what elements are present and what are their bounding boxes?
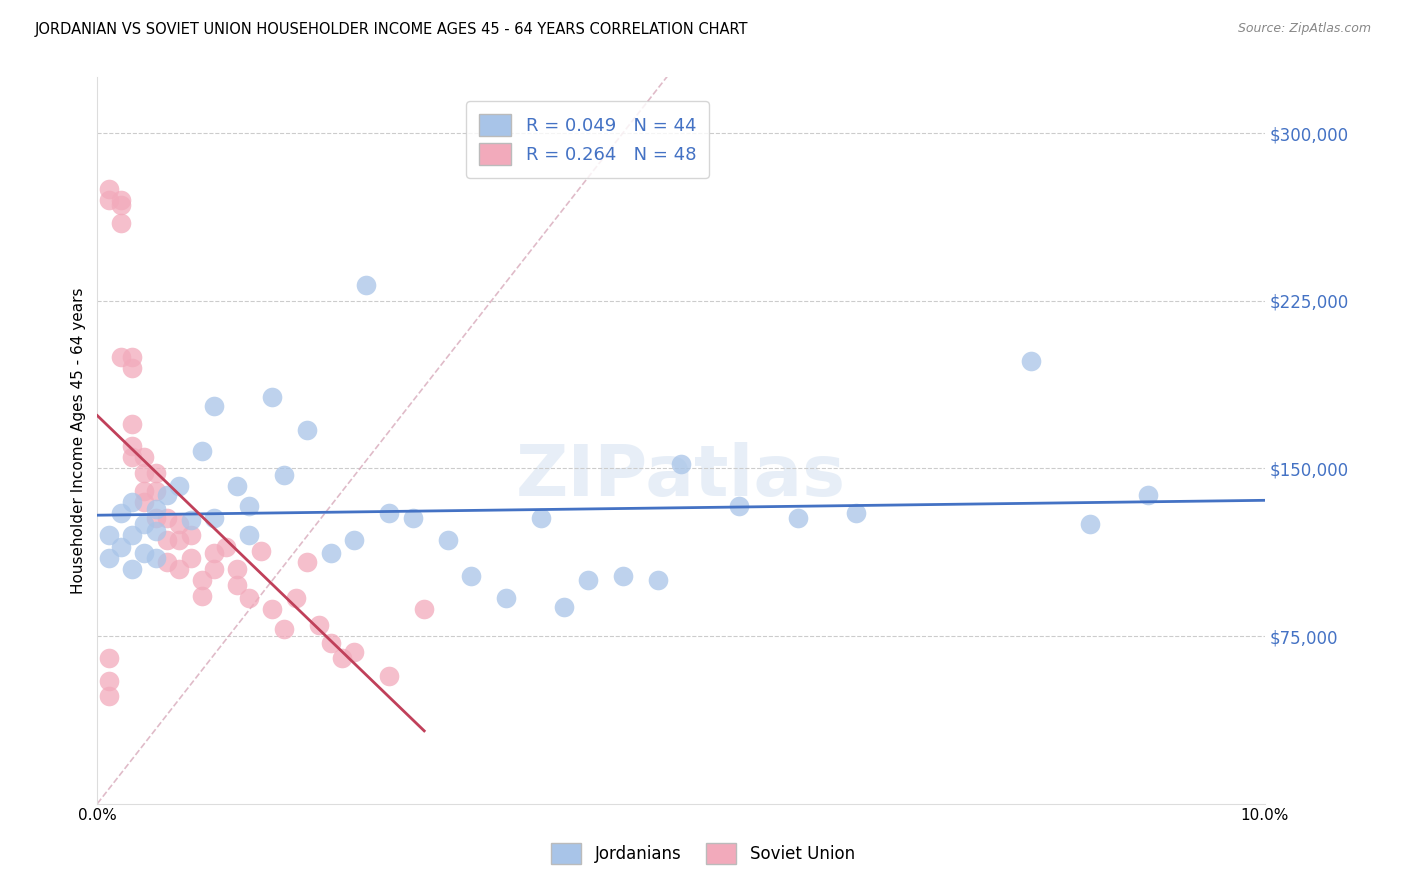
Point (156, 488, 179, 502)
Point (343, 533, 366, 547)
Point (156, 533, 179, 547)
Point (308, 618, 330, 632)
Point (413, 602, 436, 616)
Point (180, 550, 202, 565)
Point (145, 483, 167, 498)
Point (612, 568, 634, 582)
Point (98, 651, 121, 665)
Point (145, 524, 167, 538)
Point (202, 562, 225, 576)
Point (1019, 354, 1042, 368)
Point (226, 479, 249, 493)
Point (226, 562, 249, 576)
Point (576, 573, 599, 587)
Point (145, 466, 167, 480)
Point (728, 500, 751, 514)
Point (110, 506, 132, 520)
Point (167, 562, 190, 576)
Point (202, 399, 225, 413)
Point (121, 350, 143, 364)
Point (145, 501, 167, 516)
Point (132, 546, 155, 560)
Point (401, 510, 423, 524)
Point (180, 513, 202, 527)
Point (121, 439, 143, 453)
Point (167, 517, 190, 532)
Point (145, 550, 167, 565)
Point (262, 602, 284, 616)
Point (553, 599, 575, 614)
Point (98, 690, 121, 704)
Point (343, 645, 366, 659)
Point (273, 468, 295, 483)
Point (297, 424, 319, 438)
Point (98, 550, 121, 565)
Point (191, 573, 214, 587)
Text: ZIPatlas: ZIPatlas (516, 442, 846, 511)
Point (121, 417, 143, 431)
Text: JORDANIAN VS SOVIET UNION HOUSEHOLDER INCOME AGES 45 - 64 YEARS CORRELATION CHAR: JORDANIAN VS SOVIET UNION HOUSEHOLDER IN… (35, 22, 748, 37)
Point (110, 198, 132, 212)
Point (98, 182, 121, 196)
Point (156, 555, 179, 569)
Point (354, 278, 377, 293)
Point (249, 544, 271, 558)
Point (319, 636, 342, 650)
Point (180, 528, 202, 542)
Point (121, 562, 143, 576)
Point (319, 546, 342, 560)
Point (145, 510, 167, 524)
Point (226, 577, 249, 591)
Point (110, 540, 132, 554)
Point (110, 216, 132, 230)
Point (202, 546, 225, 560)
Point (191, 589, 214, 603)
Point (98, 194, 121, 208)
Point (284, 591, 307, 605)
Point (297, 555, 319, 569)
Point (121, 495, 143, 509)
Point (1078, 517, 1101, 532)
Point (378, 506, 401, 520)
Point (98, 673, 121, 688)
Point (202, 510, 225, 524)
Point (156, 510, 179, 524)
Point (1136, 488, 1159, 502)
Point (262, 390, 284, 404)
Point (132, 450, 155, 465)
Point (460, 568, 482, 582)
Point (238, 528, 260, 542)
Point (238, 591, 260, 605)
Point (647, 573, 669, 587)
Point (436, 533, 458, 547)
Point (132, 495, 155, 509)
Point (167, 479, 190, 493)
Point (495, 591, 517, 605)
Point (378, 669, 401, 683)
Point (132, 517, 155, 532)
Legend: R = 0.049   N = 44, R = 0.264   N = 48: R = 0.049 N = 44, R = 0.264 N = 48 (467, 101, 709, 178)
Point (132, 466, 155, 480)
Point (191, 443, 214, 458)
Legend: Jordanians, Soviet Union: Jordanians, Soviet Union (544, 837, 862, 871)
Point (332, 651, 354, 665)
Point (845, 506, 868, 520)
Point (98, 528, 121, 542)
Point (530, 510, 553, 524)
Point (167, 533, 190, 547)
Point (110, 194, 132, 208)
Point (121, 450, 143, 465)
Point (215, 540, 238, 554)
Point (121, 360, 143, 375)
Point (238, 500, 260, 514)
Point (786, 510, 808, 524)
Point (669, 457, 692, 471)
Y-axis label: Householder Income Ages 45 - 64 years: Householder Income Ages 45 - 64 years (72, 287, 86, 594)
Point (132, 483, 155, 498)
Text: Source: ZipAtlas.com: Source: ZipAtlas.com (1237, 22, 1371, 36)
Point (110, 350, 132, 364)
Point (273, 623, 295, 637)
Point (121, 528, 143, 542)
